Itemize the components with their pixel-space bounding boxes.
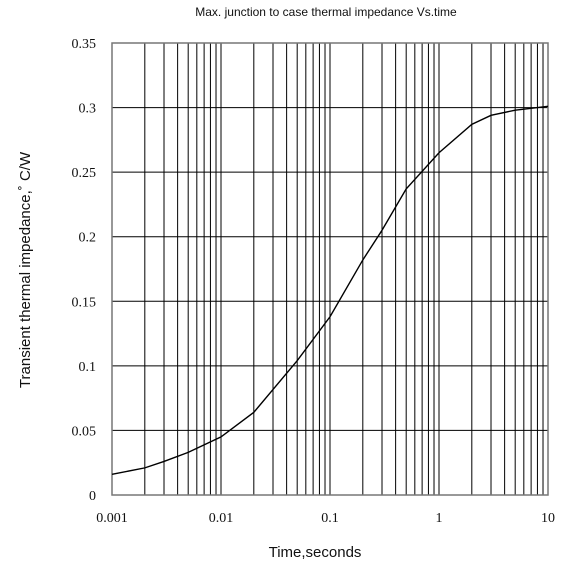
x-tick-label: 1 — [436, 511, 443, 526]
y-tick-label: 0.15 — [72, 295, 97, 310]
x-tick-label: 0.001 — [96, 511, 128, 526]
grid — [111, 42, 548, 496]
x-tick-label: 0.01 — [209, 511, 234, 526]
y-tick-label: 0.05 — [72, 424, 97, 439]
y-tick-labels: 0 0.05 0.1 0.15 0.2 0.25 0.3 0.35 — [72, 37, 97, 504]
x-tick-label: 10 — [541, 511, 555, 526]
y-tick-label: 0.3 — [79, 102, 97, 117]
x-tick-label: 0.1 — [321, 511, 339, 526]
chart-title: Max. junction to case thermal impedance … — [195, 5, 457, 19]
y-tick-label: 0.35 — [72, 37, 97, 52]
y-tick-label: 0.25 — [72, 166, 97, 181]
y-tick-label: 0 — [89, 489, 96, 504]
y-tick-label: 0.2 — [79, 231, 97, 246]
x-tick-labels: 0.001 0.01 0.1 1 10 — [96, 511, 555, 526]
impedance-curve — [111, 105, 549, 476]
y-tick-label: 0.1 — [79, 360, 97, 375]
plot-frame — [111, 42, 549, 496]
y-axis-label: Transient thermal impedance,˚ C/W — [17, 151, 34, 388]
x-axis-label: Time,seconds — [269, 544, 362, 561]
